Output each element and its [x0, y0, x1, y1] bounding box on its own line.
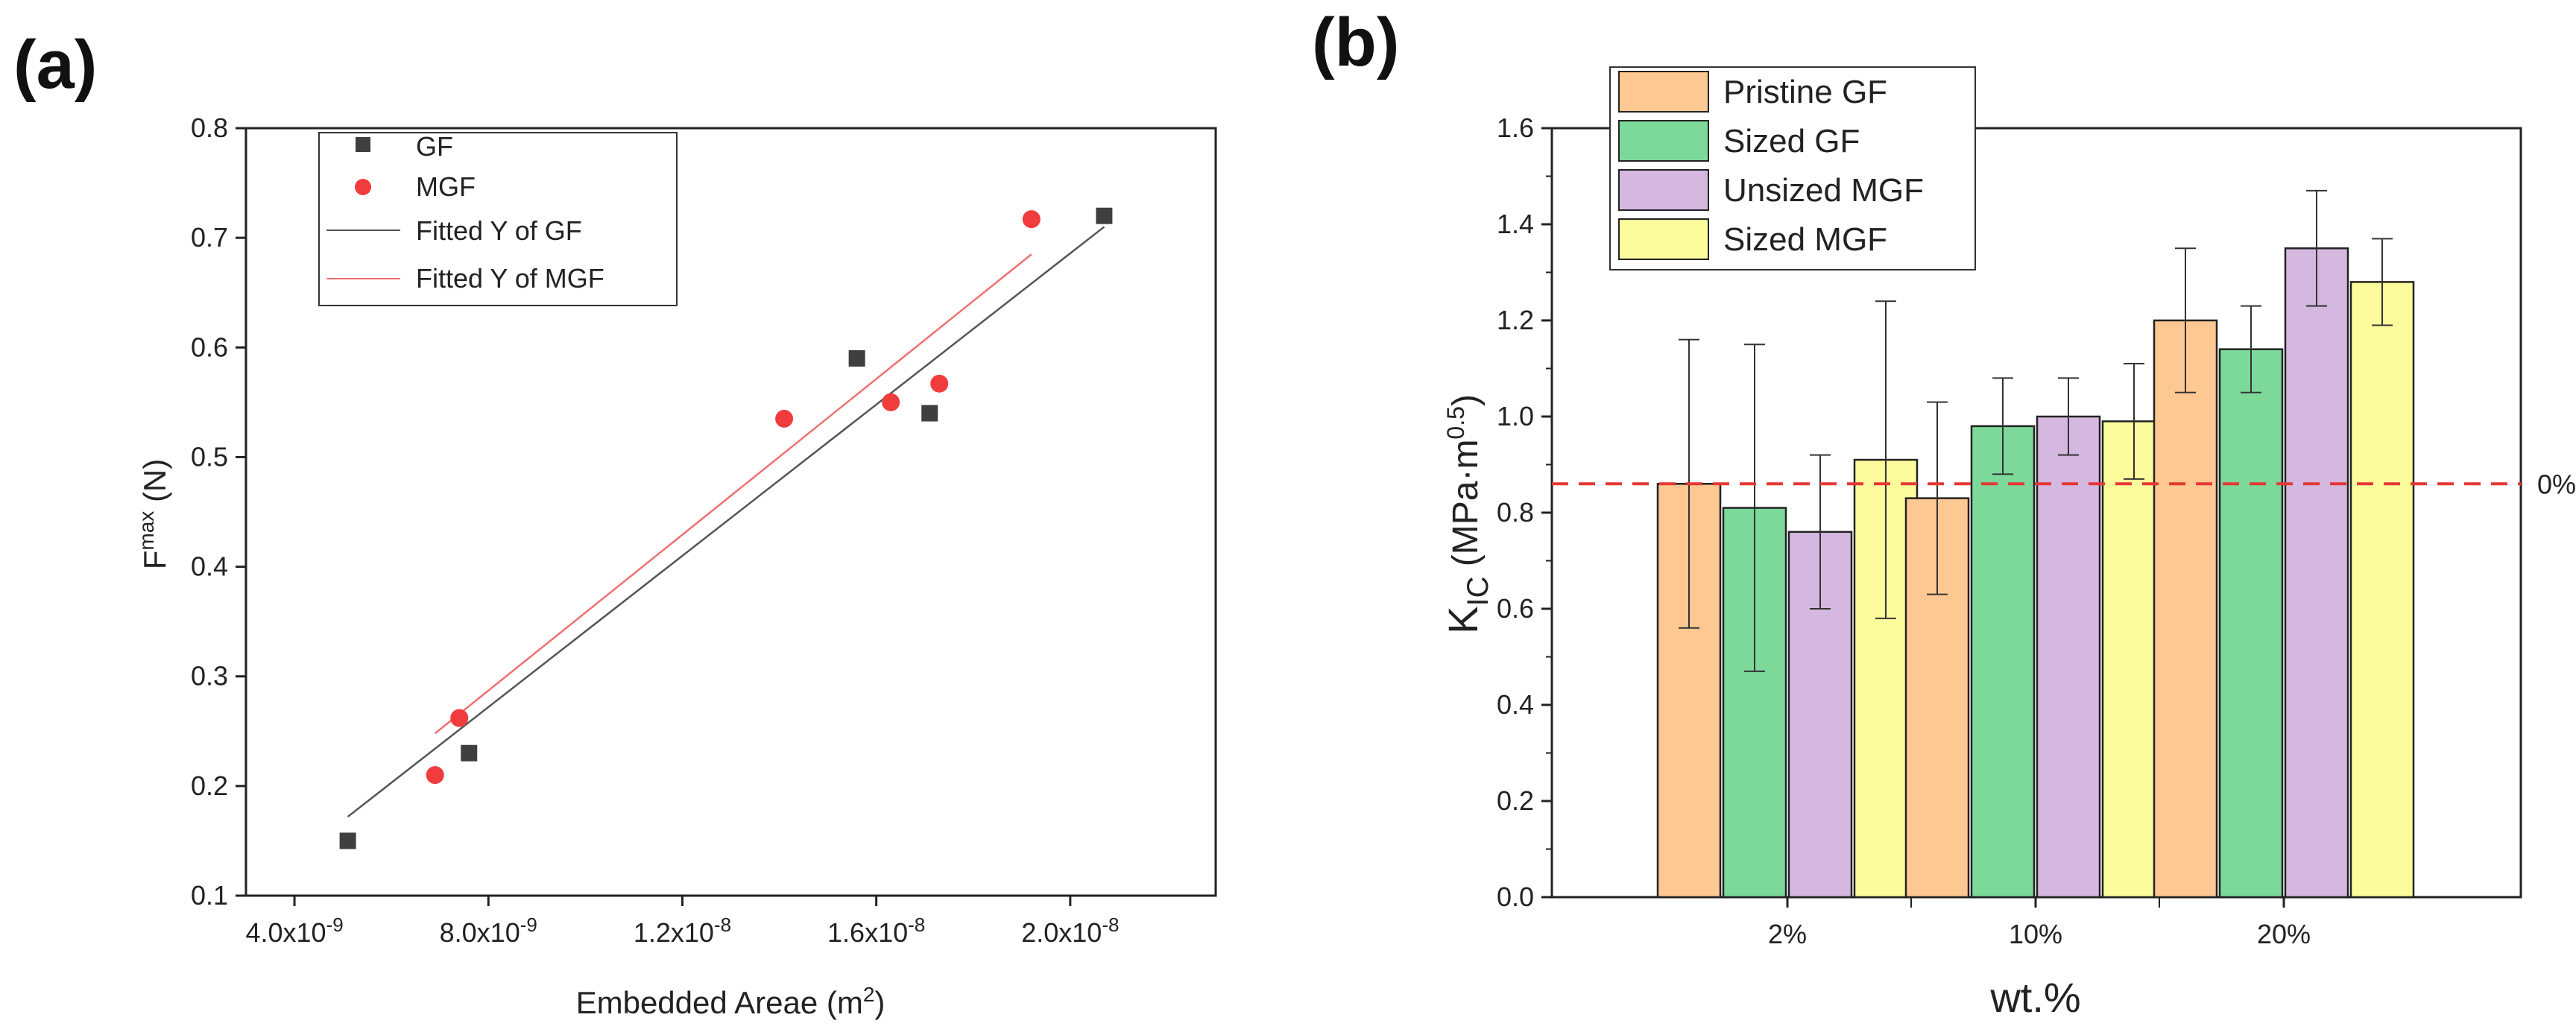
x-axis-title-b: wt.% [1989, 974, 2080, 1021]
point-mgf [450, 709, 469, 727]
fit-line-mgf [434, 253, 1032, 735]
data-points-a [339, 207, 1113, 849]
y-axis-title-a: Fmax (N) [135, 459, 172, 570]
legend-frame-a [318, 132, 678, 306]
x-axis-a: 4.0x10-9 8.0x10-9 1.2x10-8 1.6x10-8 2.0x10-8 [245, 896, 1119, 948]
bar [2349, 281, 2415, 899]
y-tick-label-a: 0.8 [191, 113, 228, 143]
y-tick-label-a: 0.3 [191, 661, 228, 691]
legend-swatch-unsized-mgf [1618, 169, 1709, 211]
y-tick-label-b: 1.2 [1497, 305, 1534, 335]
x-tick-label-a: 1.6x10-8 [827, 914, 925, 948]
bars-b [1656, 189, 2415, 899]
x-tick-label-b: 20% [2257, 919, 2311, 949]
y-tick-label-a: 0.6 [191, 332, 228, 362]
y-tick-label-b: 0.6 [1497, 593, 1534, 624]
x-tick-label-b: 2% [1768, 919, 1807, 949]
fit-line-gf [347, 226, 1105, 818]
bar [2218, 348, 2284, 899]
y-axis-b: 0.0 0.2 0.4 0.6 0.8 1.0 1.2 1.4 1.6 [1497, 113, 1552, 912]
plot-frame-a [244, 127, 1217, 897]
bar [2284, 247, 2349, 899]
legend-label-gf: GF [416, 131, 453, 162]
fit-lines-a [347, 226, 1105, 818]
point-mgf [882, 393, 900, 411]
y-tick-label-b: 0.2 [1497, 785, 1534, 816]
y-tick-label-b: 1.4 [1497, 209, 1534, 239]
legend-swatch-sized-mgf [1618, 218, 1709, 260]
y-axis-title-b: KIC (MPa·m0.5) [1439, 394, 1494, 634]
x-tick-label-a: 2.0x10-8 [1021, 914, 1119, 948]
point-mgf [1022, 210, 1041, 229]
panel-a-letter: (a) [13, 27, 97, 103]
y-axis-a: 0.1 0.2 0.3 0.4 0.5 0.6 0.7 0.8 [191, 113, 246, 911]
y-tick-label-a: 0.4 [191, 551, 228, 582]
point-mgf [426, 766, 444, 785]
y-tick-label-b: 0.8 [1497, 497, 1534, 528]
legend-swatch-pristine-gf [1618, 71, 1709, 113]
legend-label-pristine-gf: Pristine GF [1723, 74, 1887, 110]
legend-swatch-sized-gf [1618, 120, 1709, 162]
point-gf [921, 405, 938, 422]
legend-label-mgf: MGF [416, 171, 476, 202]
bar [2036, 415, 2101, 899]
legend-label-unsized-mgf: Unsized MGF [1723, 172, 1924, 209]
y-tick-label-a: 0.5 [191, 441, 228, 472]
bar [1970, 425, 2036, 899]
legend-label-sized-mgf: Sized MGF [1723, 221, 1887, 258]
point-mgf [930, 374, 949, 393]
y-tick-label-b: 0.0 [1497, 882, 1534, 912]
x-tick-label-a: 8.0x10-9 [440, 914, 537, 948]
legend-marker-mgf [355, 179, 371, 195]
x-axis-b: 2% 10% 20% [1768, 897, 2311, 949]
y-tick-label-b: 0.4 [1497, 689, 1534, 720]
y-tick-label-b: 1.6 [1497, 113, 1534, 143]
x-tick-label-a: 4.0x10-9 [245, 914, 343, 948]
reference-line-b: 0% [1552, 469, 2576, 499]
y-tick-label-b: 1.0 [1497, 401, 1534, 431]
y-tick-label-a: 0.2 [191, 770, 228, 801]
legend-marker-gf [356, 137, 370, 152]
x-tick-label-b: 10% [2009, 919, 2062, 949]
bar-chart-b: 0.00.20.40.60.81.01.21.41.6 2% 10% 20% 0% … [1439, 66, 2576, 1021]
point-gf [1096, 207, 1113, 224]
legend-label-fit-mgf: Fitted Y of MGF [416, 263, 604, 294]
legend-a: GF MGF Fitted Y of GF Fitted Y of MGF [318, 131, 678, 306]
x-tick-label-a: 1.2x10-8 [634, 914, 731, 948]
reference-line-label: 0% [2537, 469, 2576, 499]
y-tick-label-a: 0.7 [191, 222, 228, 253]
x-axis-title-a: Embedded Areae (m2) [576, 983, 886, 1020]
bar [2153, 319, 2218, 899]
scatter-chart-a: 0.1 0.2 0.3 0.4 0.5 0.6 0.7 0.8 4.0x10-9 8.0x10-… [135, 113, 1217, 1020]
panel-b-letter: (b) [1312, 4, 1399, 80]
legend-label-fit-gf: Fitted Y of GF [416, 215, 582, 246]
point-mgf [775, 409, 794, 428]
point-gf [461, 744, 478, 762]
legend-label-sized-gf: Sized GF [1723, 123, 1860, 159]
y-tick-label-a: 0.1 [191, 880, 228, 911]
legend-b: Pristine GF Sized GF Unsized MGF Sized M… [1609, 66, 1976, 270]
point-gf [848, 350, 865, 367]
point-gf [339, 832, 356, 849]
